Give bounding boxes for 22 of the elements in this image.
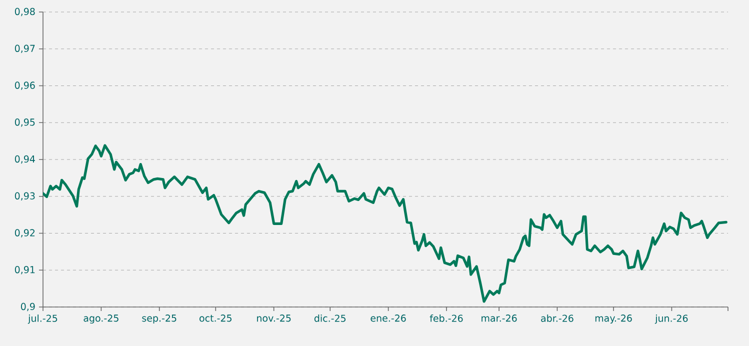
y-tick-label: 0,93 — [14, 192, 35, 200]
y-tick-label: 0,95 — [14, 118, 35, 127]
x-tick-label: abr.-26 — [541, 314, 574, 322]
y-tick-label: 0,96 — [14, 82, 35, 90]
x-tick-label: ene.-26 — [370, 314, 406, 322]
y-tick-label: 0,97 — [14, 44, 35, 53]
x-tick-label: feb.-26 — [430, 314, 463, 322]
y-tick-label: 0,9 — [20, 302, 35, 312]
y-tick-label: 0,94 — [14, 155, 35, 164]
x-tick-label: oct.-25 — [200, 314, 232, 322]
x-tick-label: sep.-25 — [142, 314, 176, 324]
x-tick-label: nov.-25 — [257, 314, 291, 322]
y-tick-label: 0,92 — [14, 229, 35, 238]
x-tick-label: jun.-26 — [654, 314, 688, 324]
x-tick-label: mar.-26 — [482, 314, 517, 322]
x-tick-label: jul.-25 — [28, 314, 58, 324]
x-tick-label: ago.-25 — [84, 314, 118, 324]
y-tick-label: 0,91 — [14, 266, 35, 274]
line-series — [43, 144, 728, 303]
x-tick-label: may.-26 — [595, 314, 632, 324]
y-tick-label: 0,98 — [14, 8, 35, 16]
x-tick-label: dic.-25 — [314, 314, 346, 322]
